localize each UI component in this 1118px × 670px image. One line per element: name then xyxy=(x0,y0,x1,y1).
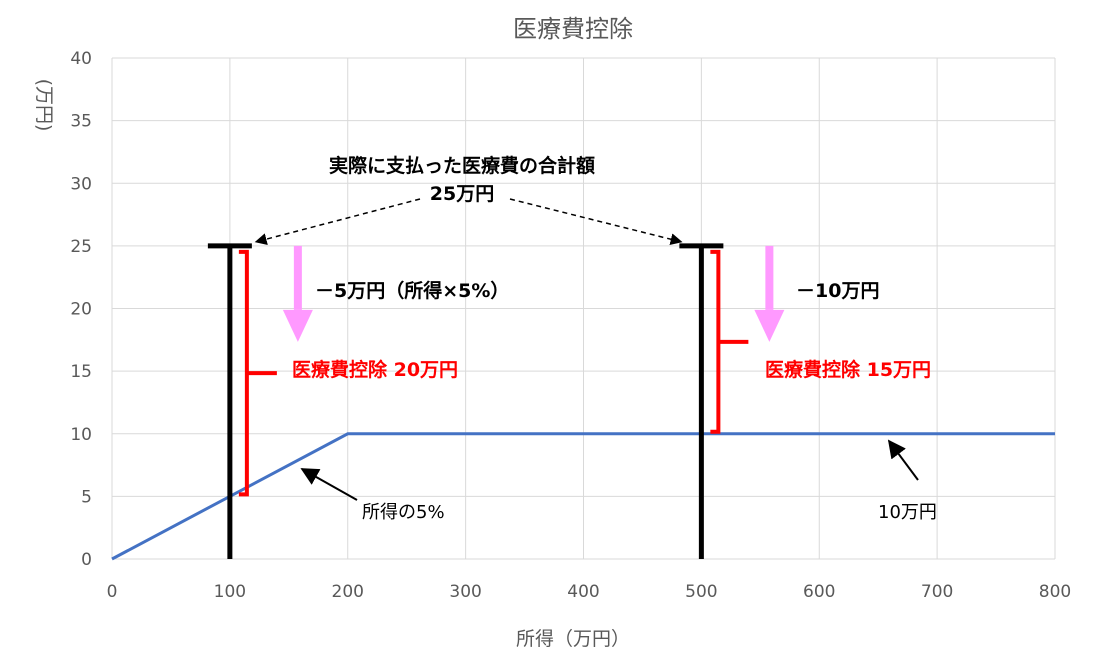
deduction-bracket xyxy=(710,249,749,434)
chart-title: 医療費控除 xyxy=(513,15,633,43)
y-tick-label: 20 xyxy=(70,300,92,320)
annotation-layer: 実際に支払った医療費の合計額 25万円 －5万円（所得×5%） －10万円 医療… xyxy=(254,154,937,523)
y-axis-ticks: 0 5 10 15 20 25 30 35 40 xyxy=(70,49,92,570)
total-paid-label-line1: 実際に支払った医療費の合計額 xyxy=(329,154,595,177)
x-tick-label: 500 xyxy=(685,582,717,602)
series-layer xyxy=(111,432,1055,561)
series-line xyxy=(111,432,1055,561)
x-tick-label: 200 xyxy=(332,582,364,602)
y-axis-label: (万円) xyxy=(33,79,55,132)
five-percent-label: 所得の5% xyxy=(362,502,445,523)
x-axis-label: 所得（万円） xyxy=(516,628,630,650)
five-percent-arrow xyxy=(300,468,358,501)
minus-arrow-shaft xyxy=(293,245,302,310)
minus-arrow-head xyxy=(754,309,785,342)
ten-man-arrow xyxy=(887,439,919,481)
deduction-label-left: 医療費控除 20万円 xyxy=(292,358,458,381)
x-axis-ticks: 0 100 200 300 400 500 600 700 800 xyxy=(107,582,1072,602)
ten-man-label: 10万円 xyxy=(878,502,937,523)
bars-layer xyxy=(207,243,785,559)
minus-arrow-shaft xyxy=(765,245,774,310)
y-tick-label: 25 xyxy=(70,237,92,257)
y-tick-label: 5 xyxy=(81,487,92,507)
total-paid-label-line2: 25万円 xyxy=(430,183,494,205)
x-tick-label: 800 xyxy=(1039,582,1071,602)
y-tick-label: 40 xyxy=(70,49,92,69)
y-tick-label: 30 xyxy=(70,174,92,194)
minus-label-right: －10万円 xyxy=(796,280,879,302)
x-tick-label: 700 xyxy=(921,582,953,602)
minus-label-left: －5万円（所得×5%） xyxy=(315,279,509,302)
x-tick-label: 300 xyxy=(449,582,481,602)
x-tick-label: 600 xyxy=(803,582,835,602)
dashed-arrow-left xyxy=(254,198,421,245)
x-tick-label: 100 xyxy=(214,582,246,602)
y-tick-label: 15 xyxy=(70,362,92,382)
minus-arrow-head xyxy=(282,309,313,342)
y-tick-label: 35 xyxy=(70,112,92,132)
x-tick-label: 400 xyxy=(567,582,599,602)
dashed-arrow-right xyxy=(509,198,683,246)
deduction-bracket xyxy=(238,249,277,497)
grid xyxy=(111,57,1056,560)
y-tick-label: 10 xyxy=(70,425,92,445)
y-tick-label: 0 xyxy=(81,550,92,570)
deduction-label-right: 医療費控除 15万円 xyxy=(765,358,931,381)
x-tick-label: 0 xyxy=(107,582,118,602)
